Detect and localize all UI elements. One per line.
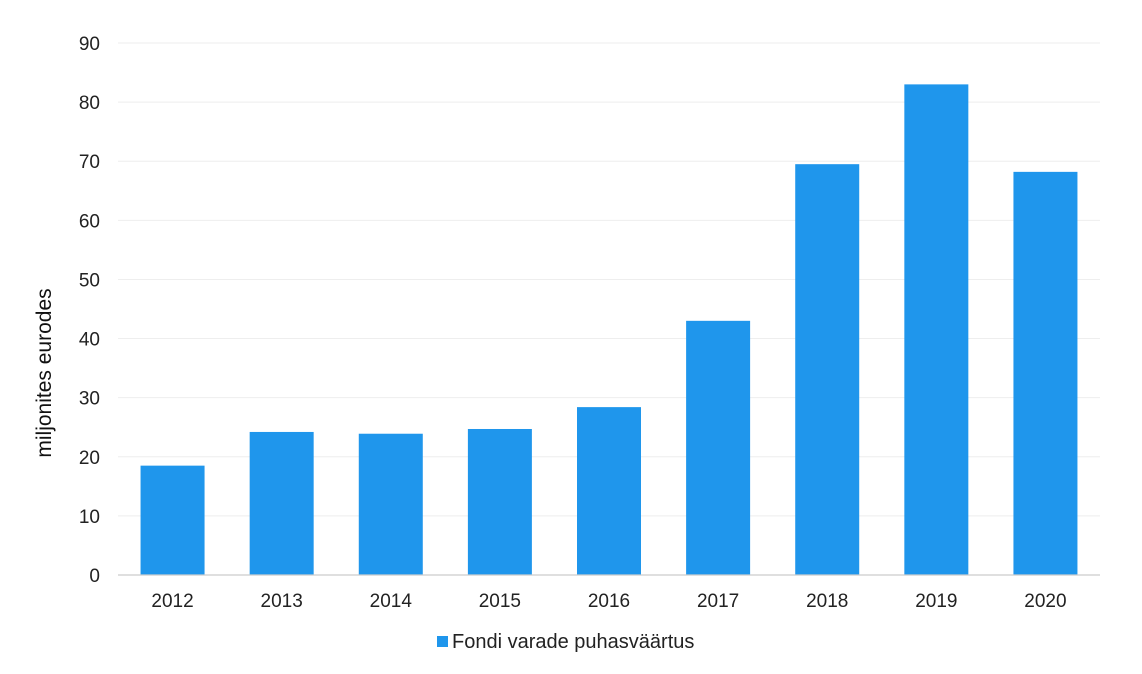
- legend-swatch: [437, 636, 448, 647]
- y-tick-label: 50: [79, 270, 100, 291]
- bar-2015: [467, 428, 532, 575]
- bar-2012: [140, 465, 205, 575]
- y-tick-label: 60: [79, 211, 100, 232]
- x-tick-label: 2018: [806, 591, 848, 612]
- bar-2017: [686, 320, 751, 575]
- bar-2018: [795, 164, 860, 575]
- x-tick-label: 2015: [479, 591, 521, 612]
- x-tick-label: 2019: [915, 591, 957, 612]
- bar-2016: [577, 407, 641, 575]
- bar-2014: [358, 433, 423, 575]
- x-tick-label: 2020: [1024, 591, 1066, 612]
- y-tick-label: 40: [79, 330, 100, 351]
- x-tick-label: 2012: [151, 591, 193, 612]
- bars: [140, 84, 1078, 575]
- y-tick-label: 0: [89, 566, 100, 587]
- bar-2020: [1013, 171, 1078, 575]
- legend: Fondi varade puhasväärtus: [437, 631, 694, 653]
- legend-label: Fondi varade puhasväärtus: [452, 631, 694, 653]
- x-tick-label: 2017: [697, 591, 739, 612]
- x-axis-ticks: 2012 2013 2014 2015 2016 2017 2018 2019 2020: [151, 591, 1066, 612]
- bar-2013: [249, 431, 314, 575]
- x-tick-label: 2016: [588, 591, 630, 612]
- y-tick-label: 80: [79, 93, 100, 114]
- x-tick-label: 2014: [370, 591, 413, 612]
- bar-2019: [904, 84, 969, 575]
- y-axis-title: miljonites eurodes: [33, 288, 56, 457]
- y-axis-ticks: 0 10 20 30 40 50 60 70 80 90: [79, 34, 100, 587]
- y-tick-label: 90: [79, 34, 100, 55]
- y-tick-label: 20: [79, 448, 100, 469]
- y-tick-label: 70: [79, 152, 100, 173]
- y-tick-label: 30: [79, 389, 100, 410]
- x-tick-label: 2013: [261, 591, 303, 612]
- y-tick-label: 10: [79, 507, 100, 528]
